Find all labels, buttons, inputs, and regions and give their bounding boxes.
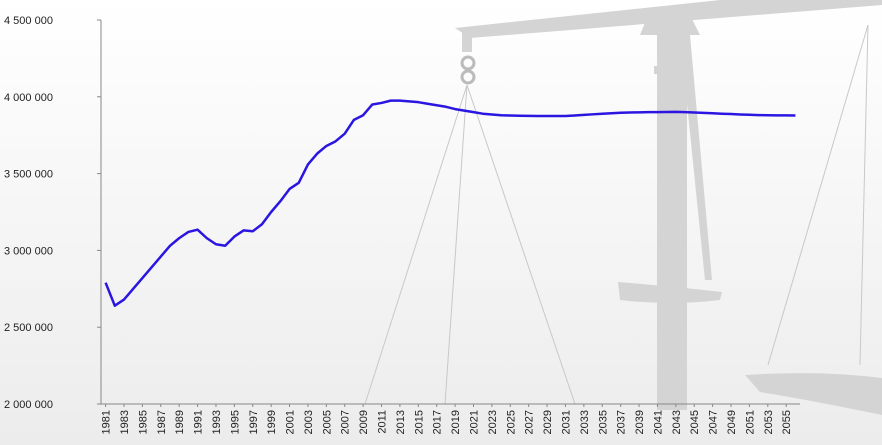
chart: 2 000 000 2 500 000 3 000 000 3 500 000 4 00… [0,0,882,445]
x-tick-label: 2013 [395,410,407,434]
x-tick-label: 1997 [248,410,260,434]
y-tick-label: 3 500 000 [4,169,53,181]
x-tick-label: 2041 [652,410,664,434]
x-tick-label: 2049 [726,410,738,434]
x-tick-label: 1983 [119,410,131,434]
x-tick-label: 2025 [505,410,517,434]
x-tick-label: 2051 [744,410,756,434]
x-tick-label: 2039 [634,410,646,434]
x-tick-label: 2047 [708,410,720,434]
x-tick-label: 2045 [689,410,701,434]
x-tick-label: 2017 [432,410,444,434]
x-tick-label: 2037 [616,410,628,434]
x-tick-label: 2005 [321,410,333,434]
x-tick-label: 1989 [174,410,186,434]
x-tick-label: 1981 [101,410,113,434]
x-tick-label: 1995 [229,410,241,434]
x-tick-label: 2031 [560,410,572,434]
x-tick-label: 2015 [413,410,425,434]
x-tick-label: 1987 [156,410,168,434]
x-tick-label: 2035 [597,410,609,434]
x-tick-label: 1999 [266,410,278,434]
x-tick-label: 2033 [579,410,591,434]
x-tick-label: 2029 [542,410,554,434]
x-tick-label: 2011 [377,410,389,434]
x-tick-label: 2007 [340,410,352,434]
x-tick-label: 2023 [487,410,499,434]
y-tick-label: 3 000 000 [4,245,53,257]
y-tick-label: 2 000 000 [4,399,53,411]
y-tick-label: 2 500 000 [4,322,53,334]
x-tick-label: 2043 [671,410,683,434]
x-tick-label: 2055 [781,410,793,434]
x-tick-label: 2001 [285,410,297,434]
x-tick-label: 2009 [358,410,370,434]
x-tick-label: 1993 [211,410,223,434]
x-tick-label: 2019 [450,410,462,434]
x-tick-label: 1991 [193,410,205,434]
y-tick-label: 4 500 000 [4,15,53,27]
x-tick-label: 1985 [137,410,149,434]
x-tick-label: 2021 [468,410,480,434]
y-tick-label: 4 000 000 [4,92,53,104]
x-tick-label: 2053 [763,410,775,434]
x-tick-label: 2003 [303,410,315,434]
x-tick-label: 2027 [524,410,536,434]
